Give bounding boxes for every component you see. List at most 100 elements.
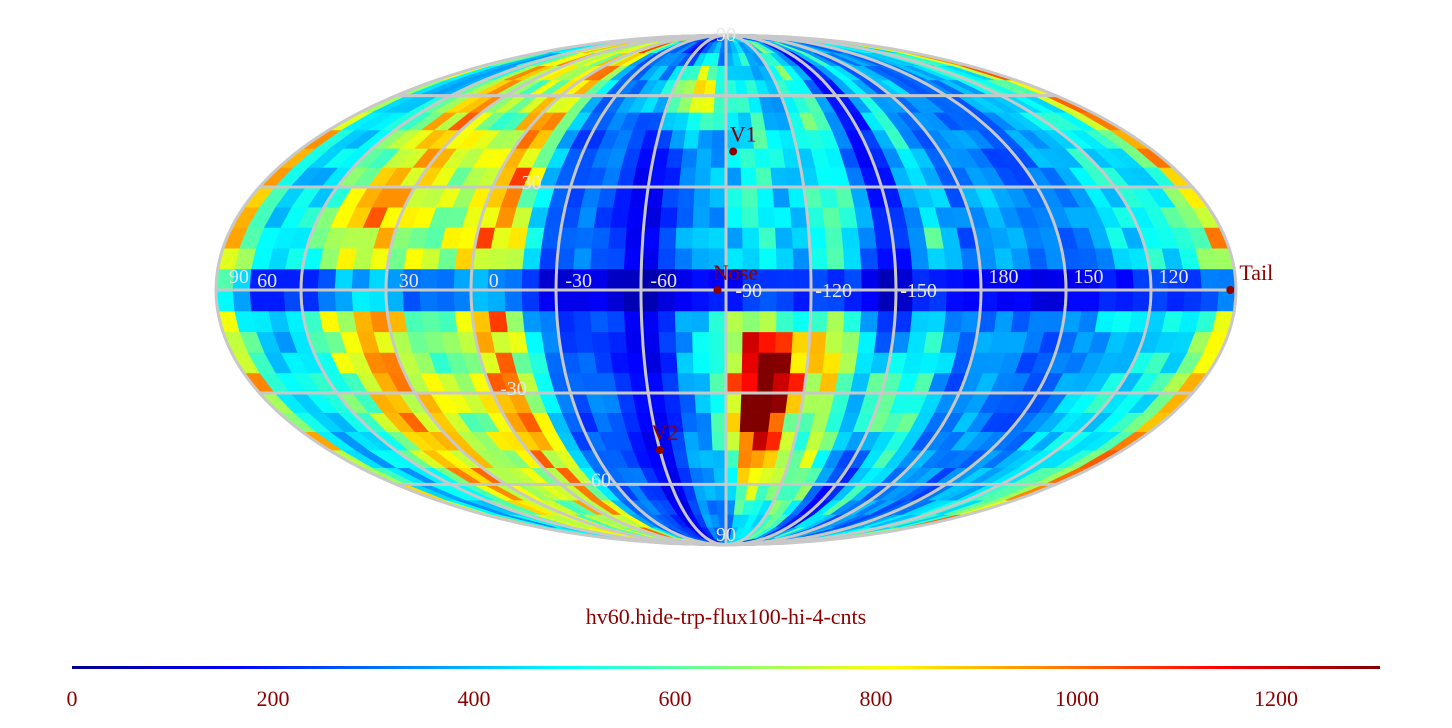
flux-cell: [1115, 268, 1135, 291]
flux-cell: [640, 289, 659, 312]
marker-label-tail: Tail: [1239, 260, 1273, 285]
flux-cell: [861, 289, 880, 312]
flux-cell: [758, 227, 777, 249]
flux-cell: [1200, 268, 1220, 291]
flux-cell: [659, 206, 679, 228]
flux-cell: [740, 167, 758, 188]
flux-cell: [857, 331, 878, 353]
flux-cell: [661, 186, 680, 208]
flux-cell: [843, 310, 862, 333]
flux-cell: [695, 412, 713, 433]
flux-cell: [610, 206, 630, 228]
flux-cell: [962, 289, 982, 312]
flux-cell: [683, 431, 700, 451]
flux-cell: [402, 289, 422, 312]
flux-cell: [945, 289, 965, 312]
flux-cell: [641, 331, 661, 353]
flux-cell: [757, 352, 776, 374]
flux-cell: [677, 372, 696, 394]
flux-cell: [692, 227, 710, 249]
flux-cell: [693, 186, 711, 208]
flux-cell: [676, 206, 695, 228]
flux-cell: [591, 331, 611, 353]
flux-cell: [623, 247, 643, 270]
flux-cell: [770, 392, 789, 413]
flux-cell: [759, 310, 778, 333]
flux-cell: [808, 227, 827, 249]
flux-cell: [590, 310, 609, 333]
flux-cell: [677, 186, 696, 208]
flux-cell: [300, 268, 320, 291]
flux-cell: [692, 331, 710, 353]
flux-cell: [693, 372, 711, 394]
flux-cell: [725, 352, 743, 374]
flux-cell: [317, 268, 337, 291]
flux-cell: [661, 372, 680, 394]
flux-cell: [740, 392, 758, 413]
longitude-label: 60: [257, 270, 277, 292]
flux-cell: [666, 148, 684, 168]
flux-cell: [775, 227, 794, 249]
flux-cell: [505, 247, 526, 270]
flux-cell: [694, 167, 712, 188]
graticule: [214, 33, 1238, 547]
flux-cell: [741, 206, 760, 228]
flux-cell: [910, 310, 930, 333]
flux-cell: [300, 289, 320, 312]
marker-label-nose: Nose: [713, 260, 758, 285]
flux-cell: [701, 467, 716, 485]
flux-cell: [641, 227, 661, 249]
flux-cell: [608, 227, 628, 249]
marker-dot-v2: [655, 446, 664, 455]
flux-cell: [692, 352, 711, 374]
flux-cell: [504, 268, 524, 291]
flux-cell: [708, 310, 727, 333]
flux-cell: [593, 352, 614, 374]
flux-cell: [589, 268, 608, 291]
flux-cell: [1200, 289, 1220, 312]
flux-cell: [691, 268, 710, 291]
flux-cell: [878, 268, 897, 291]
flux-cell: [755, 392, 774, 413]
markers: V1 Nose V2 Tail: [651, 121, 1273, 455]
flux-cell: [488, 310, 509, 333]
flux-cell: [573, 310, 593, 333]
flux-cell: [793, 289, 812, 312]
flux-cell: [691, 247, 710, 270]
colorbar-tick-800: 800: [859, 686, 893, 711]
flux-cell: [791, 331, 811, 353]
flux-cell: [674, 247, 693, 270]
flux-cell: [742, 331, 760, 353]
flux-cell: [675, 331, 694, 353]
flux-cell: [841, 331, 861, 353]
flux-cell: [996, 289, 1016, 312]
longitude-label: 90: [229, 266, 249, 288]
flux-cell: [625, 331, 644, 353]
flux-cell: [943, 247, 964, 270]
flux-cell: [712, 449, 727, 469]
latitude-label: 90: [716, 524, 736, 546]
flux-cell: [522, 247, 542, 270]
flux-cell: [1010, 310, 1032, 333]
flux-cell: [437, 247, 459, 270]
flux-cell: [249, 289, 269, 312]
flux-cell: [625, 227, 644, 249]
flux-cell: [859, 310, 879, 333]
colorbar-tick-600: 600: [658, 686, 692, 711]
flux-cell: [742, 310, 761, 333]
flux-cell: [334, 268, 354, 291]
flux-cell: [607, 310, 626, 333]
longitude-label: -90: [735, 280, 762, 302]
flux-cell: [589, 289, 608, 312]
flux-cell: [775, 247, 795, 270]
flux-cell: [694, 392, 712, 413]
flux-cell: [674, 268, 693, 291]
flux-cell: [663, 392, 682, 413]
flux-cell: [776, 289, 795, 312]
flux-cell: [266, 289, 286, 312]
flux-cell: [351, 268, 371, 291]
flux-cell: [403, 310, 425, 333]
flux-cell: [725, 392, 742, 413]
longitude-label: -120: [815, 280, 852, 302]
